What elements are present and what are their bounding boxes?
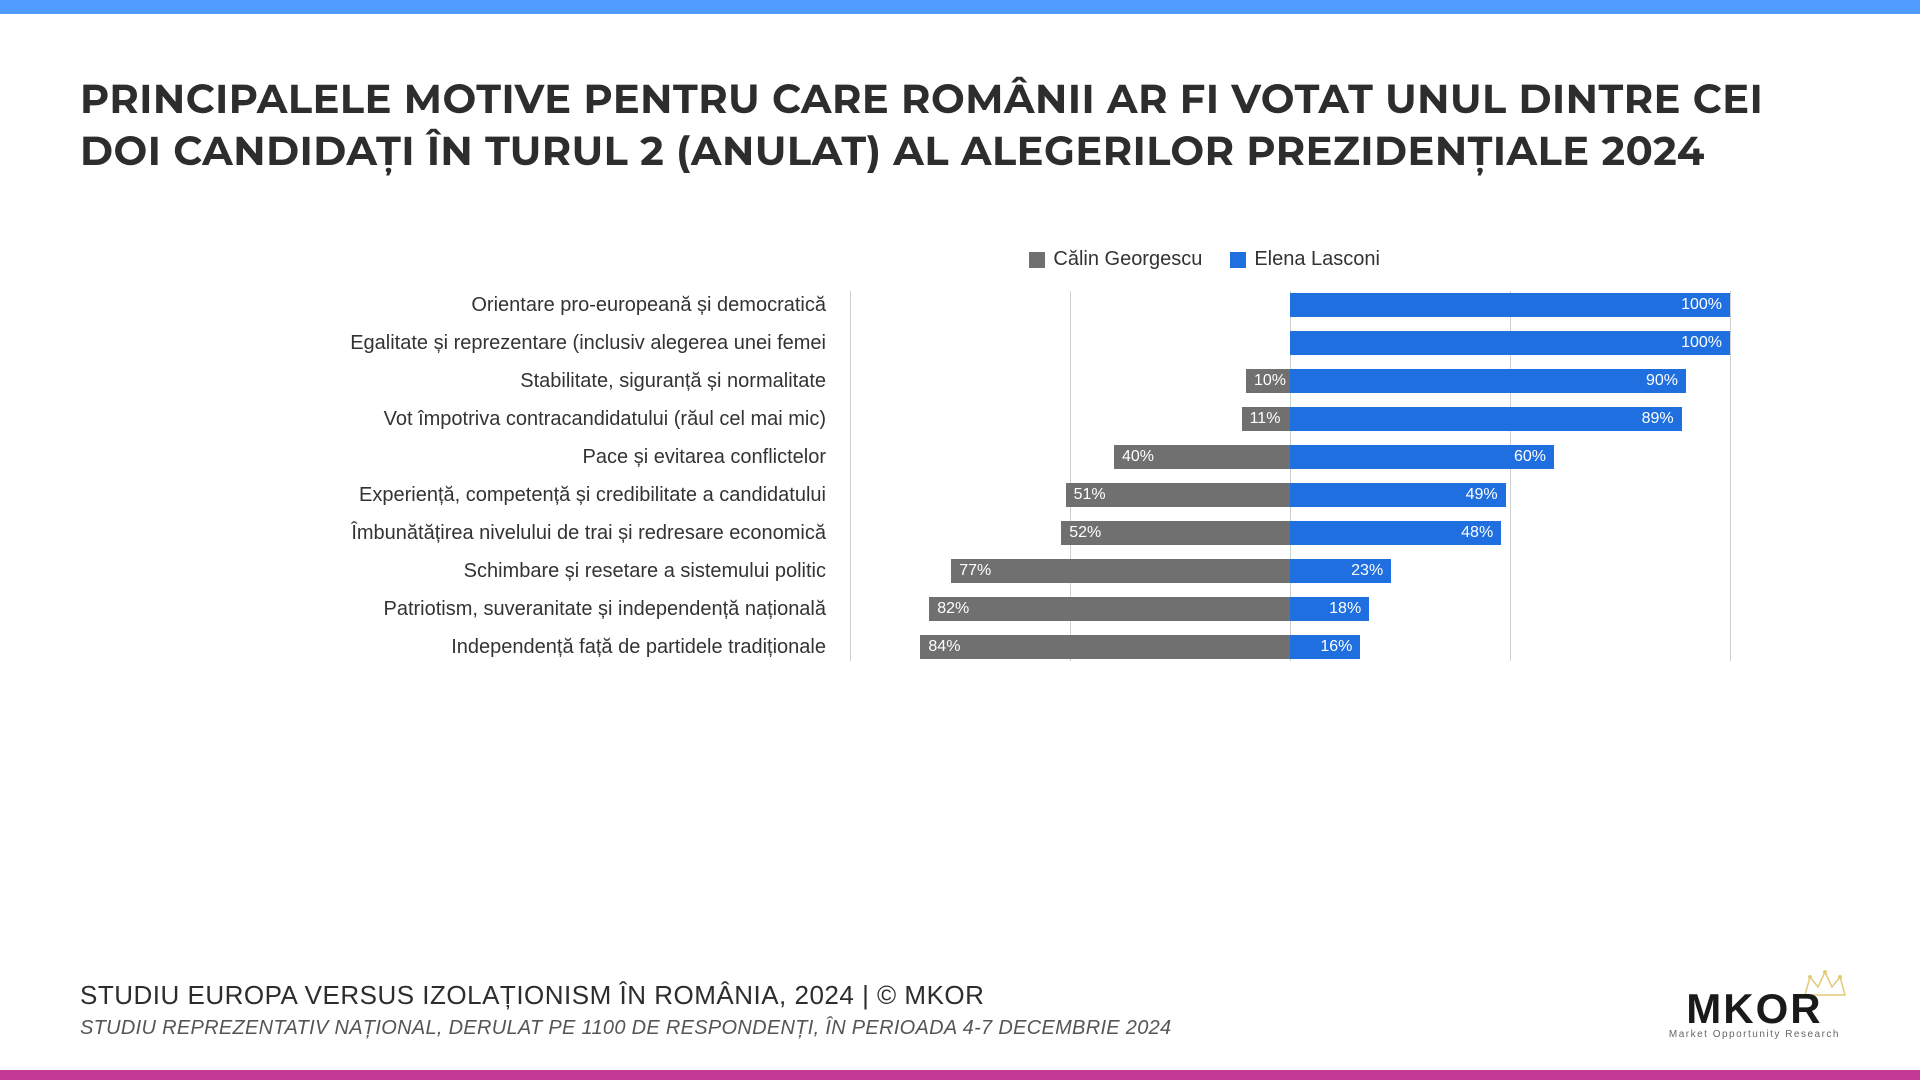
legend-label-lasconi: Elena Lasconi [1254, 248, 1380, 271]
bar-georgescu: 10% [1246, 369, 1290, 393]
bar-track: 100% [850, 293, 1730, 317]
bar-track: 82% 18% [850, 597, 1730, 621]
row-label: Pace și evitarea conflictelor [80, 446, 850, 469]
row-label: Îmbunătățirea nivelului de trai și redre… [80, 522, 850, 545]
bar-value-lasconi: 16% [1312, 638, 1360, 656]
row-label: Stabilitate, siguranță și normalitate [80, 370, 850, 393]
bar-georgescu: 52% [1061, 521, 1290, 545]
bar-track: 51% 49% [850, 483, 1730, 507]
bar-value-lasconi: 100% [1673, 334, 1730, 352]
bar-value-lasconi: 23% [1343, 562, 1391, 580]
footer-line1: STUDIU EUROPA VERSUS IZOLAȚIONISM ÎN ROM… [80, 980, 1171, 1011]
page-title: PRINCIPALELE MOTIVE PENTRU CARE ROMÂNII … [80, 74, 1840, 178]
chart-row: Experiență, competență și credibilitate … [80, 481, 1840, 509]
row-label: Patriotism, suveranitate și independență… [80, 598, 850, 621]
bottom-accent-bar [0, 1070, 1920, 1080]
bar-georgescu: 77% [951, 559, 1290, 583]
row-label: Vot împotriva contracandidatului (răul c… [80, 408, 850, 431]
bar-value-lasconi: 89% [1634, 410, 1682, 428]
legend-item-georgescu: Călin Georgescu [1029, 248, 1202, 271]
legend-item-lasconi: Elena Lasconi [1230, 248, 1380, 271]
row-label: Independență față de partidele tradițion… [80, 636, 850, 659]
footer-line2: STUDIU REPREZENTATIV NAȚIONAL, DERULAT P… [80, 1017, 1171, 1040]
bar-lasconi: 60% [1290, 445, 1554, 469]
bar-value-georgescu: 82% [929, 600, 977, 618]
bar-lasconi: 16% [1290, 635, 1360, 659]
bar-georgescu: 82% [929, 597, 1290, 621]
footer: STUDIU EUROPA VERSUS IZOLAȚIONISM ÎN ROM… [80, 980, 1840, 1040]
bar-lasconi: 23% [1290, 559, 1391, 583]
bar-track: 52% 48% [850, 521, 1730, 545]
bar-georgescu: 11% [1242, 407, 1290, 431]
bar-lasconi: 48% [1290, 521, 1501, 545]
bar-track: 11% 89% [850, 407, 1730, 431]
chart-row: Schimbare și resetare a sistemului polit… [80, 557, 1840, 585]
chart-row: Independență față de partidele tradițion… [80, 633, 1840, 661]
bars-container: Orientare pro-europeană și democratică 10… [80, 291, 1840, 661]
slide: PRINCIPALELE MOTIVE PENTRU CARE ROMÂNII … [0, 0, 1920, 1080]
legend: Călin Georgescu Elena Lasconi [1029, 248, 1380, 271]
chart-row: Îmbunătățirea nivelului de trai și redre… [80, 519, 1840, 547]
bar-value-lasconi: 48% [1453, 524, 1501, 542]
chart-row: Vot împotriva contracandidatului (răul c… [80, 405, 1840, 433]
bar-value-lasconi: 49% [1458, 486, 1506, 504]
chart-rows: Orientare pro-europeană și democratică 10… [80, 291, 1840, 661]
bar-value-lasconi: 60% [1506, 448, 1554, 466]
row-label: Schimbare și resetare a sistemului polit… [80, 560, 850, 583]
bar-value-georgescu: 51% [1066, 486, 1114, 504]
bar-value-lasconi: 100% [1673, 296, 1730, 314]
bar-value-georgescu: 40% [1114, 448, 1162, 466]
bar-track: 10% 90% [850, 369, 1730, 393]
bar-value-georgescu: 77% [951, 562, 999, 580]
top-accent-bar [0, 0, 1920, 14]
chart-row: Orientare pro-europeană și democratică 10… [80, 291, 1840, 319]
bar-lasconi: 100% [1290, 331, 1730, 355]
bar-georgescu: 84% [920, 635, 1290, 659]
bar-georgescu: 51% [1066, 483, 1290, 507]
row-label: Egalitate și reprezentare (inclusiv aleg… [80, 332, 850, 355]
chart-row: Pace și evitarea conflictelor 40% 60% [80, 443, 1840, 471]
bar-lasconi: 90% [1290, 369, 1686, 393]
mkor-logo: MKOR Market Opportunity Research [1669, 985, 1840, 1040]
bar-track: 40% 60% [850, 445, 1730, 469]
content-area: PRINCIPALELE MOTIVE PENTRU CARE ROMÂNII … [0, 14, 1920, 661]
bar-georgescu: 40% [1114, 445, 1290, 469]
bar-lasconi: 100% [1290, 293, 1730, 317]
chart: Călin Georgescu Elena Lasconi Orientare … [80, 248, 1840, 661]
bar-lasconi: 49% [1290, 483, 1506, 507]
chart-row: Patriotism, suveranitate și independență… [80, 595, 1840, 623]
bar-lasconi: 18% [1290, 597, 1369, 621]
bar-value-lasconi: 18% [1321, 600, 1369, 618]
footer-text: STUDIU EUROPA VERSUS IZOLAȚIONISM ÎN ROM… [80, 980, 1171, 1040]
legend-swatch-georgescu [1029, 252, 1045, 268]
bar-value-georgescu: 52% [1061, 524, 1109, 542]
chart-row: Stabilitate, siguranță și normalitate10%… [80, 367, 1840, 395]
bar-value-georgescu: 11% [1242, 410, 1289, 428]
bar-track: 84% 16% [850, 635, 1730, 659]
legend-label-georgescu: Călin Georgescu [1053, 248, 1202, 271]
legend-swatch-lasconi [1230, 252, 1246, 268]
bar-value-lasconi: 90% [1638, 372, 1686, 390]
bar-value-georgescu: 10% [1246, 372, 1294, 390]
row-label: Orientare pro-europeană și democratică [80, 294, 850, 317]
logo-text: MKOR [1686, 985, 1822, 1033]
bar-track: 100% [850, 331, 1730, 355]
bar-value-georgescu: 84% [920, 638, 968, 656]
bar-track: 77% 23% [850, 559, 1730, 583]
bar-lasconi: 89% [1290, 407, 1682, 431]
row-label: Experiență, competență și credibilitate … [80, 484, 850, 507]
chart-row: Egalitate și reprezentare (inclusiv aleg… [80, 329, 1840, 357]
